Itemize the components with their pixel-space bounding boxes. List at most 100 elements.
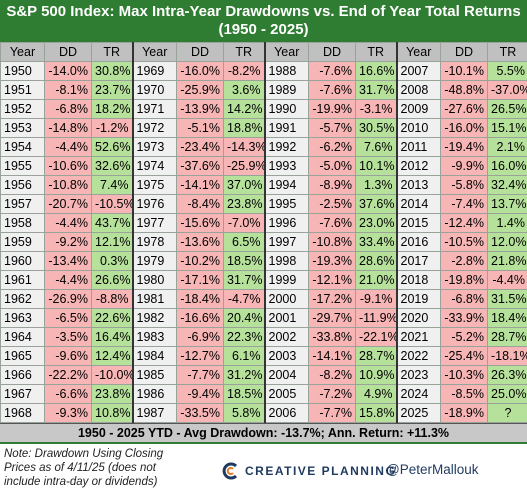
return-cell: 21.8%	[488, 252, 527, 271]
drawdown-cell: -27.6%	[441, 100, 488, 119]
year-cell: 1984	[133, 347, 177, 366]
return-cell: 30.5%	[356, 119, 397, 138]
year-cell: 2008	[397, 81, 441, 100]
column-header: Year	[265, 43, 309, 62]
return-cell: 30.8%	[92, 62, 133, 81]
drawdown-cell: -10.6%	[45, 157, 92, 176]
drawdown-cell: -25.4%	[441, 347, 488, 366]
return-cell: 31.2%	[224, 366, 265, 385]
year-cell: 1966	[1, 366, 45, 385]
return-cell: 26.5%	[488, 100, 527, 119]
year-cell: 2024	[397, 385, 441, 404]
drawdown-cell: -9.9%	[441, 157, 488, 176]
year-cell: 1987	[133, 404, 177, 423]
return-cell: 16.6%	[356, 62, 397, 81]
drawdown-cell: -6.9%	[177, 328, 224, 347]
return-cell: -11.9%	[356, 309, 397, 328]
year-cell: 1998	[265, 252, 309, 271]
year-cell: 1981	[133, 290, 177, 309]
drawdown-cell: -25.9%	[177, 81, 224, 100]
return-cell: 18.4%	[488, 309, 527, 328]
table-row: 1962-26.9%-8.8%1981-18.4%-4.7%2000-17.2%…	[1, 290, 527, 309]
drawdown-cell: -8.2%	[309, 366, 356, 385]
drawdown-cell: -8.4%	[177, 195, 224, 214]
return-cell: 4.9%	[356, 385, 397, 404]
handle: @PeterMallouk	[386, 462, 479, 477]
return-cell: 7.6%	[356, 138, 397, 157]
return-cell: -22.1%	[356, 328, 397, 347]
year-cell: 1999	[265, 271, 309, 290]
return-cell: 7.4%	[92, 176, 133, 195]
return-cell: 22.6%	[92, 309, 133, 328]
drawdown-cell: -13.4%	[45, 252, 92, 271]
drawdown-cell: -14.0%	[45, 62, 92, 81]
year-cell: 1982	[133, 309, 177, 328]
return-cell: 10.1%	[356, 157, 397, 176]
table-row: 1950-14.0%30.8%1969-16.0%-8.2%1988-7.6%1…	[1, 62, 527, 81]
year-cell: 1985	[133, 366, 177, 385]
year-cell: 2022	[397, 347, 441, 366]
year-cell: 2025	[397, 404, 441, 423]
year-cell: 1976	[133, 195, 177, 214]
year-cell: 1962	[1, 290, 45, 309]
year-cell: 2000	[265, 290, 309, 309]
drawdown-cell: -5.2%	[441, 328, 488, 347]
drawdown-cell: -5.1%	[177, 119, 224, 138]
return-cell: -9.1%	[356, 290, 397, 309]
return-cell: ?	[488, 404, 527, 423]
return-cell: 22.3%	[224, 328, 265, 347]
drawdown-cell: -5.0%	[309, 157, 356, 176]
year-cell: 2020	[397, 309, 441, 328]
drawdown-cell: -8.1%	[45, 81, 92, 100]
drawdown-cell: -10.3%	[441, 366, 488, 385]
year-cell: 2023	[397, 366, 441, 385]
return-cell: 32.6%	[92, 157, 133, 176]
drawdown-cell: -7.7%	[309, 404, 356, 423]
drawdown-cell: -18.9%	[441, 404, 488, 423]
return-cell: 13.7%	[488, 195, 527, 214]
drawdown-cell: -33.8%	[309, 328, 356, 347]
drawdown-cell: -4.4%	[45, 214, 92, 233]
drawdown-cell: -3.5%	[45, 328, 92, 347]
table-row: 1961-4.4%26.6%1980-17.1%31.7%1999-12.1%2…	[1, 271, 527, 290]
drawdown-cell: -22.2%	[45, 366, 92, 385]
drawdown-cell: -9.4%	[177, 385, 224, 404]
return-cell: 5.5%	[488, 62, 527, 81]
return-cell: 23.8%	[224, 195, 265, 214]
year-cell: 1950	[1, 62, 45, 81]
year-cell: 1967	[1, 385, 45, 404]
column-header: DD	[177, 43, 224, 62]
year-cell: 1954	[1, 138, 45, 157]
return-cell: 26.6%	[92, 271, 133, 290]
drawdown-cell: -13.9%	[177, 100, 224, 119]
subtitle: (1950 - 2025)	[0, 21, 527, 39]
return-cell: 15.8%	[356, 404, 397, 423]
table-row: 1960-13.4%0.3%1979-10.2%18.5%1998-19.3%2…	[1, 252, 527, 271]
return-cell: 28.7%	[488, 328, 527, 347]
year-cell: 1988	[265, 62, 309, 81]
year-cell: 2021	[397, 328, 441, 347]
year-cell: 1991	[265, 119, 309, 138]
table-row: 1955-10.6%32.6%1974-37.6%-25.9%1993-5.0%…	[1, 157, 527, 176]
drawdown-cell: -4.4%	[45, 138, 92, 157]
return-cell: 6.1%	[224, 347, 265, 366]
return-cell: -10.5%	[92, 195, 133, 214]
drawdown-cell: -13.6%	[177, 233, 224, 252]
year-cell: 1989	[265, 81, 309, 100]
year-cell: 2012	[397, 157, 441, 176]
drawdown-cell: -14.1%	[309, 347, 356, 366]
drawdown-cell: -12.7%	[177, 347, 224, 366]
drawdown-cell: -7.6%	[309, 81, 356, 100]
drawdown-cell: -18.4%	[177, 290, 224, 309]
return-cell: 18.5%	[224, 385, 265, 404]
column-header: Year	[133, 43, 177, 62]
drawdown-cell: -26.9%	[45, 290, 92, 309]
year-cell: 2013	[397, 176, 441, 195]
drawdown-cell: -7.6%	[309, 214, 356, 233]
year-cell: 2009	[397, 100, 441, 119]
year-cell: 2011	[397, 138, 441, 157]
return-cell: -4.4%	[488, 271, 527, 290]
year-cell: 2018	[397, 271, 441, 290]
column-header: TR	[488, 43, 527, 62]
